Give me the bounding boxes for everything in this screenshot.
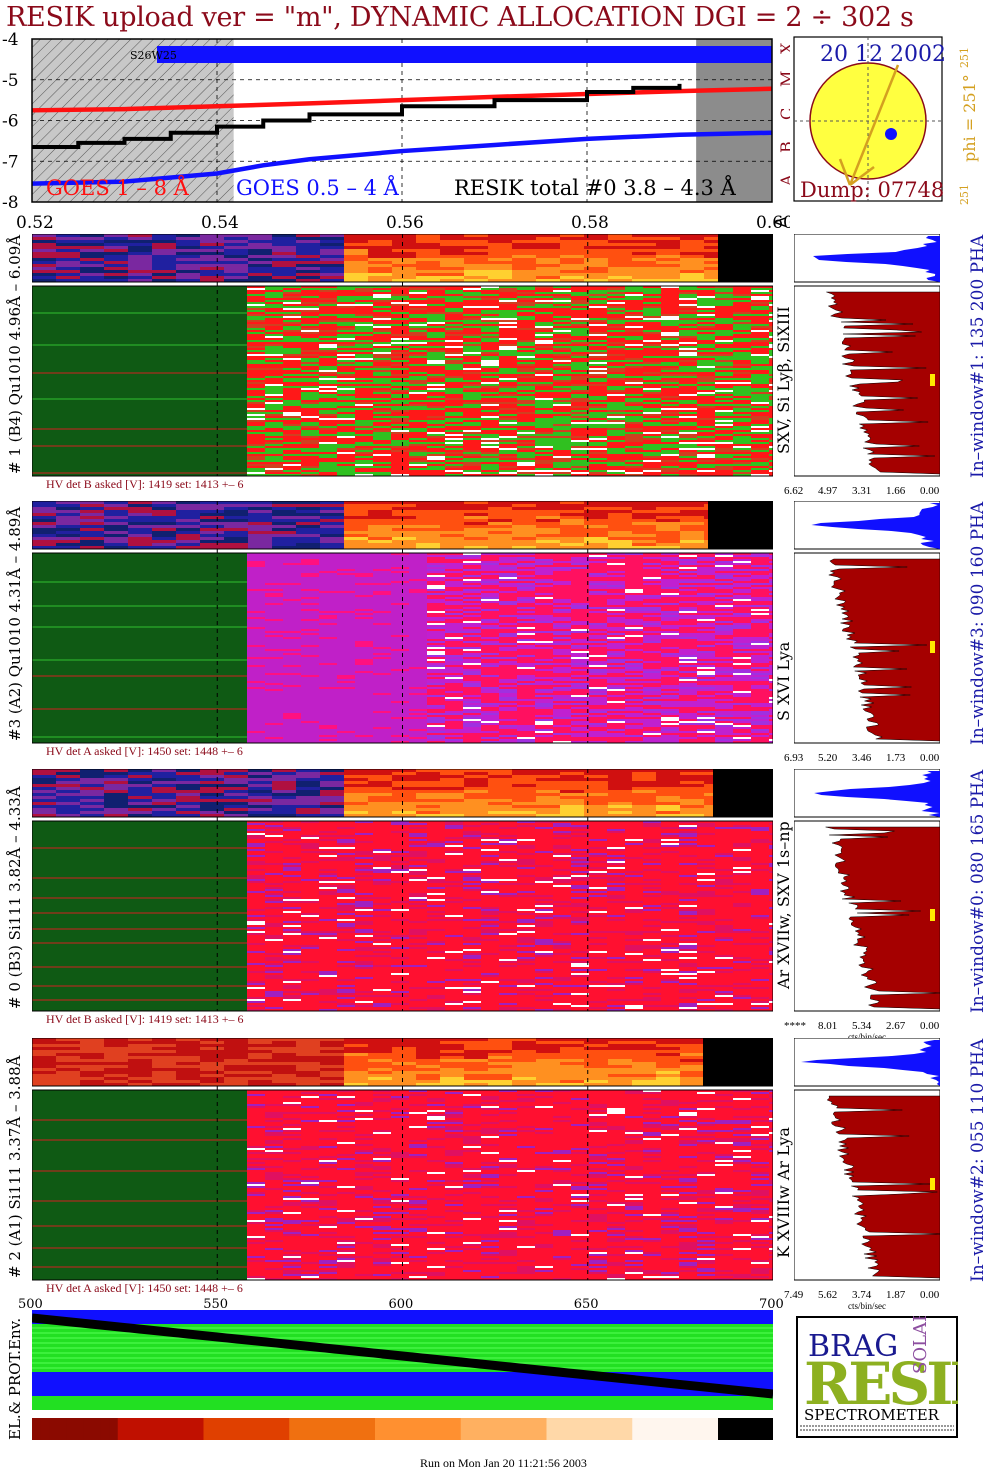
hist-tick-label: 6.93 (784, 752, 804, 764)
hist-tick-label: 5.34 (852, 1020, 872, 1032)
channel-tick-label: 500 (18, 1297, 43, 1312)
detector-label: # 1 (B4) Qu1010 4.96Å – 6.09Å (6, 234, 24, 474)
hist-tick-label: 6.62 (784, 485, 804, 497)
x-tick-label: 0.58 (571, 213, 609, 233)
series-line-1 (31, 130, 773, 186)
series-line-2 (32, 83, 682, 149)
y-tick-label: -6 (2, 112, 19, 132)
spectrum-panel-0 (32, 234, 773, 477)
hist-tick-label: 8.01 (818, 1020, 838, 1032)
hist-tick-label: 1.87 (886, 1289, 906, 1301)
hist-tick-label: 5.62 (818, 1289, 838, 1301)
hist-tick-label: 3.31 (852, 485, 872, 497)
region-marker (885, 128, 897, 140)
spectrum-panel-2 (32, 769, 773, 1012)
color-bar (32, 1418, 773, 1440)
resik-logo: BRAG RESIK SOLAR SPECTROMETER (796, 1316, 958, 1438)
hist-tick-label: 2.67 (886, 1020, 906, 1032)
logo-main-text: RESIK (804, 1350, 958, 1418)
spectrum-panel-3 (32, 1038, 773, 1281)
annotation-text: S26W25 (130, 49, 177, 62)
hv-label: HV det A asked [V]: 1450 set: 1448 +– 6 (46, 744, 243, 758)
flare-class-label: M (777, 71, 790, 87)
channel-tick-label: 650 (574, 1297, 599, 1312)
solar-date: 20 12 2002 (820, 42, 946, 67)
window-label: In–window#3: 090 160 PHA (968, 501, 988, 745)
page-title: RESIK upload ver = "m", DYNAMIC ALLOCATI… (6, 2, 914, 33)
shaded-region-1 (696, 39, 772, 202)
solar-disk-panel: 20 12 2002 Dump: 07748 (793, 36, 946, 202)
hv-label: HV det A asked [V]: 1450 set: 1448 +– 6 (46, 1281, 243, 1295)
pha-histogram-2 (794, 769, 940, 1012)
hv-label: HV det B asked [V]: 1419 set: 1413 +– 6 (46, 477, 244, 491)
y-tick-label: -4 (2, 30, 19, 50)
y-tick-label: -5 (2, 71, 19, 91)
detector-label: # 2 (A1) Si111 3.37Å – 3.88Å (6, 1055, 24, 1278)
spectral-line-label: Ar XVIIw, SXV 1s–np (774, 821, 793, 989)
run-timestamp: Run on Mon Jan 20 11:21:56 2003 (420, 1456, 587, 1470)
x-tick-label: 0.60 (756, 213, 790, 233)
flare-class-label: X (777, 42, 790, 54)
logo-side-text: SOLAR (910, 1316, 931, 1374)
legend-goes-long: GOES 1 – 8 Å (46, 175, 190, 200)
channel-axis: 500 550 600 650 700 (18, 1297, 784, 1312)
logo-top-text: BRAG (808, 1329, 898, 1364)
flare-class-label: A (777, 174, 790, 187)
pha-histogram-0 (794, 234, 940, 477)
spectral-line-label: S XVI Lya (774, 641, 793, 721)
legend-resik-total: RESIK total #0 3.8 – 4.3 Å (454, 175, 737, 200)
hist-tick-label: 1.73 (886, 752, 906, 764)
hist-tick-label: 0.00 (920, 1289, 940, 1301)
hist-unit-label: cts/bin/sec (848, 1032, 886, 1042)
spectral-line-label: K XVIIIw Ar Lya (774, 1127, 793, 1258)
flare-class-label: B (777, 141, 790, 153)
x-tick-label: 0.54 (201, 213, 239, 233)
annotation-bar (157, 46, 772, 63)
legend-goes-short: GOES 0.5 – 4 Å (236, 175, 400, 200)
x-tick-label: 0.56 (386, 213, 424, 233)
y-tick-label: -7 (2, 152, 19, 172)
phi-small-top: 251 (958, 47, 971, 68)
spectrum-panel-1 (32, 501, 773, 744)
window-label: In–window#0: 080 165 PHA (968, 769, 988, 1013)
hist-tick-label: 3.74 (852, 1289, 872, 1301)
detector-label: #3 (A2) Qu1010 4.31Å – 4.89Å (6, 506, 24, 741)
hist-tick-label: 3.46 (852, 752, 872, 764)
hist-tick-label: 0.00 (920, 752, 940, 764)
hv-label: HV det B asked [V]: 1419 set: 1413 +– 6 (46, 1012, 244, 1026)
light-curve-chart: S26W25 0.52 0.54 0.56 0.58 0.60 -4 -5 -6 -7 -8 A B… (2, 30, 790, 233)
channel-tick-label: 600 (389, 1297, 414, 1312)
channel-tick-label: 700 (759, 1297, 784, 1312)
detector-label: # 0 (B3) Si111 3.82Å – 4.33Å (6, 786, 24, 1009)
x-unit-label: << hour UT (772, 211, 790, 233)
phi-label: phi = 251° (960, 74, 979, 162)
pha-histogram-1 (794, 501, 940, 744)
flare-class-label: C (777, 108, 790, 120)
pha-histogram-3 (794, 1038, 940, 1281)
hist-unit-label: cts/bin/sec (848, 1301, 886, 1311)
x-tick-label: 0.52 (16, 213, 54, 233)
hist-tick-label: 0.00 (920, 1020, 940, 1032)
y-tick-label: -8 (2, 193, 19, 213)
channel-tick-label: 550 (203, 1297, 228, 1312)
series-line-0 (31, 86, 773, 113)
phi-small-bottom: 251 (958, 184, 971, 205)
hist-tick-label: 0.00 (920, 485, 940, 497)
hist-tick-label: 4.97 (818, 485, 838, 497)
window-label: In–window#1: 135 200 PHA (968, 234, 988, 478)
environment-label: EL.& PROT.Env. (6, 1317, 24, 1440)
plot-frame (31, 38, 773, 203)
logo-bottom-text: SPECTROMETER (804, 1406, 940, 1424)
dump-label: Dump: 07748 (800, 178, 944, 202)
hist-tick-label: **** (784, 1020, 806, 1032)
hist-tick-label: 1.66 (886, 485, 906, 497)
environment-panel (32, 1310, 773, 1410)
hist-tick-label: 7.49 (784, 1289, 804, 1301)
hist-tick-label: 5.20 (818, 752, 838, 764)
spectral-line-label: SXV, Si Lyβ, SiXIII (774, 306, 793, 454)
window-label: In–window#2: 055 110 PHA (968, 1038, 988, 1282)
